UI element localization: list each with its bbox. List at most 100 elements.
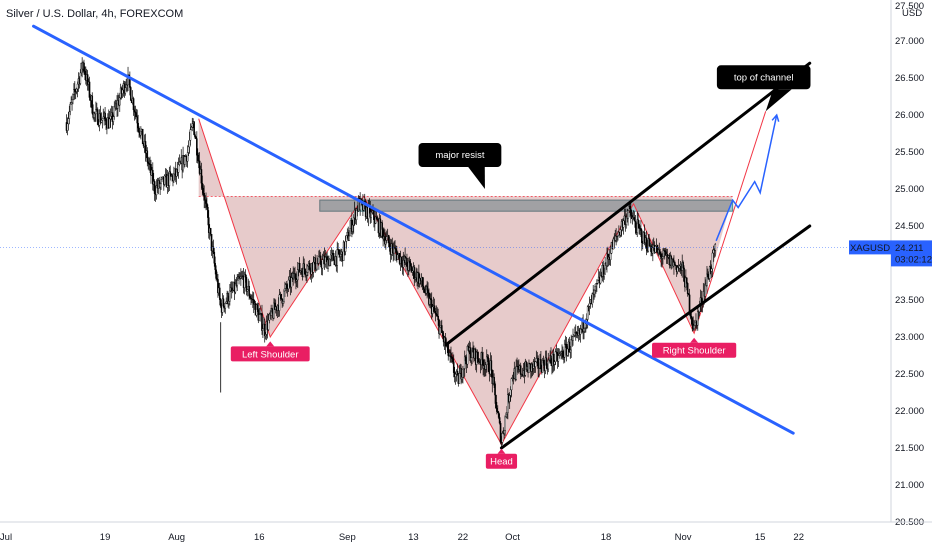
candle-body [706,273,708,286]
candle-body [186,152,189,162]
candle-body [441,325,443,333]
annotation-label-bg [716,65,811,90]
candle-body [352,217,355,226]
candle-body [508,395,511,402]
candle-body [402,260,405,268]
candle-body [373,210,375,221]
candle-body [674,262,676,266]
candle-body [67,118,70,125]
candle-body [542,360,545,364]
candle-body [619,229,622,236]
candle-body [466,346,469,365]
candle-body [588,303,591,307]
candle-body [422,285,425,290]
candle-body [693,325,695,330]
candle-body [497,412,500,418]
candle-body [499,422,502,443]
y-tick-label: 26.500 [895,73,924,84]
candle-body [215,269,217,279]
x-tick-label: 16 [254,532,265,543]
candle-body [101,118,104,121]
candle-body [285,284,288,289]
candle-body [329,254,332,260]
candle-body [574,332,576,336]
candle-body [550,355,552,363]
candle-body [136,116,139,124]
candle-body [575,332,578,334]
candle-body [109,115,112,120]
candle-body [118,97,121,106]
candle-body [554,351,557,362]
chart-title: Silver / U.S. Dollar, 4h, FOREXCOM [6,8,184,20]
candle-body [545,357,548,366]
annotation-right-shoulder: Right Shoulder [652,337,737,358]
candle-body [240,276,242,279]
candle-body [84,70,86,75]
candle-body [627,210,629,219]
annotation-pointer [468,167,485,189]
x-tick-label: 19 [100,532,111,543]
x-tick-label: 13 [408,532,419,543]
candle-body [477,358,480,363]
pattern-fill [198,118,733,445]
candle-body [622,220,625,228]
candle-body [129,87,132,101]
candle-body [219,299,222,307]
candle-body [633,217,636,222]
candle-body [71,99,73,103]
candle-body [433,305,436,312]
candle-body [229,290,231,302]
candle-body [659,251,661,255]
x-tick-label: Oct [505,532,520,543]
candle-body [100,120,103,123]
candle-body [283,290,285,302]
candle-body [190,127,193,130]
candle-body [641,230,643,243]
candle-body [498,417,501,424]
candle-body [528,363,530,373]
candle-body [189,129,192,141]
candle-body [153,181,156,194]
candle-body [640,228,642,231]
candle-body [504,416,506,431]
candle-body [88,81,91,98]
candle-body [68,111,71,119]
candle-body [121,89,124,94]
candle-body [603,273,606,278]
y-tick-label: 25.000 [895,184,924,195]
candle-body [534,361,537,367]
candle-body [609,253,612,260]
candle-body [316,263,318,270]
candle-body [710,268,713,272]
candle-body [573,335,575,337]
candle-body [72,94,74,100]
candle-body [206,203,208,208]
candle-body [452,358,454,362]
candle-body [472,347,474,353]
candle-body [79,72,82,84]
candle-body [228,300,230,304]
candle-body [290,277,293,288]
time-axis[interactable]: Jul 19 Aug 16 Sep 13 22 Oct 18 Nov 15 22 [0,521,932,543]
candle-body [112,116,115,122]
annotation-text: major resist [435,150,484,161]
candle-body [486,356,489,359]
candle-body [307,265,309,273]
candle-body [391,243,394,249]
candle-body [652,247,654,254]
y-tick-label: 21.000 [895,480,924,491]
candle-body [552,353,555,365]
candle-body [141,128,144,145]
candle-body [194,134,196,138]
candle-body [437,315,439,321]
candle-body [271,308,273,313]
candle-body [438,319,440,334]
candle-body [385,236,388,241]
candle-body [298,263,301,273]
candle-body [436,314,439,317]
x-tick-label: Jul [0,532,12,543]
candle-body [202,187,205,194]
candle-body [434,311,437,314]
